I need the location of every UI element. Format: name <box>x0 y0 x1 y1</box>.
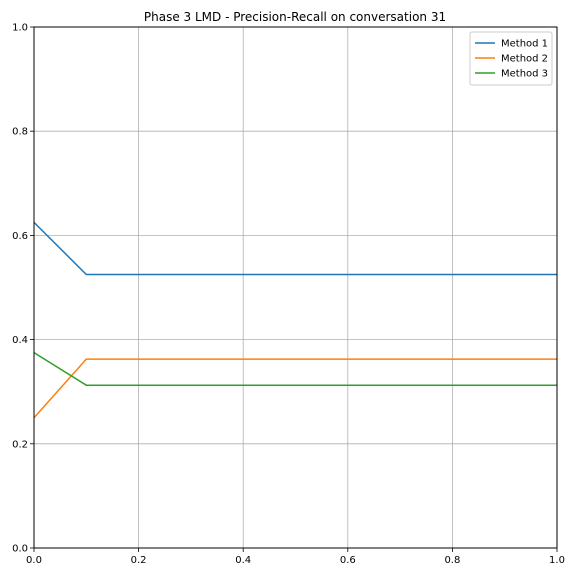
y-tick-label: 0.0 <box>12 544 28 555</box>
y-tick-label: 1.0 <box>12 23 28 34</box>
x-tick-label: 1.0 <box>549 555 565 566</box>
grid-lines <box>33 26 558 549</box>
y-tick-label: 0.2 <box>12 439 28 450</box>
legend-label: Method 2 <box>501 54 548 65</box>
chart-title: Phase 3 LMD - Precision-Recall on conver… <box>144 10 446 24</box>
legend-box <box>469 31 553 86</box>
x-axis: 0.0 0.2 0.4 0.6 0.8 1.0 <box>26 548 565 566</box>
series-line-method-1 <box>33 221 557 276</box>
series-line-method-3 <box>33 351 557 386</box>
series-line-method-2 <box>33 358 557 419</box>
x-tick-label: 0.8 <box>444 555 460 566</box>
legend-label: Method 1 <box>501 39 548 50</box>
series-lines <box>33 221 557 419</box>
legend-label: Method 3 <box>501 69 548 80</box>
x-tick-label: 0.0 <box>26 555 42 566</box>
legend: Method 1 Method 2 Method 3 <box>469 31 553 86</box>
y-tick-label: 0.8 <box>12 127 28 138</box>
x-tick-label: 0.6 <box>340 555 356 566</box>
plot-frame <box>33 26 558 549</box>
x-tick-label: 0.4 <box>235 555 251 566</box>
plot-area <box>34 27 557 548</box>
y-tick-label: 0.6 <box>12 231 28 242</box>
y-axis: 0.0 0.2 0.4 0.6 0.8 1.0 <box>12 23 34 555</box>
y-tick-label: 0.4 <box>12 335 28 346</box>
x-tick-label: 0.2 <box>131 555 147 566</box>
